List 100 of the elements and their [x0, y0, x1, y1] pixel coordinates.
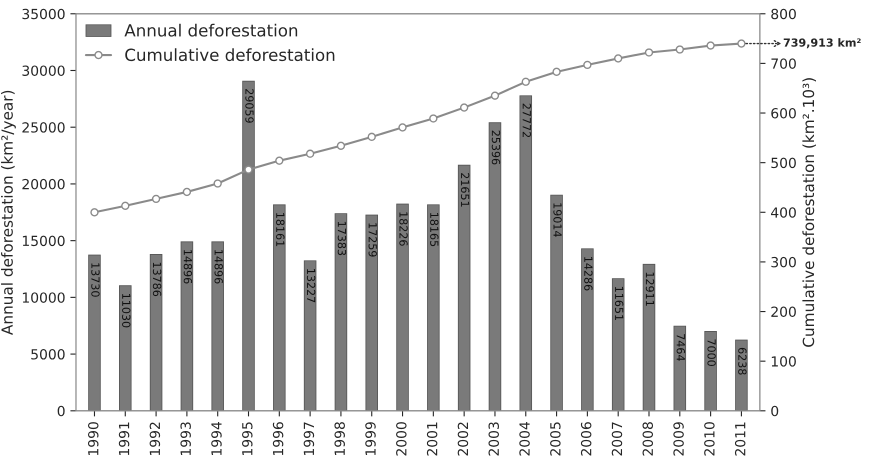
point [121, 202, 130, 210]
data-label: 11651 [614, 286, 624, 320]
bar [735, 340, 748, 411]
y-tick-label: 5000 [31, 349, 65, 360]
data-label: 13730 [91, 263, 100, 297]
point [182, 188, 192, 196]
x-tick-label: 1997 [304, 422, 314, 456]
bar [581, 248, 594, 411]
y-axis-title: Annual deforestation (km²/year) [1, 90, 16, 335]
x-tick-label: 1996 [272, 422, 284, 456]
data-label: 11030 [122, 294, 130, 328]
x-tick-label: 2002 [458, 422, 468, 456]
y-tick-label: 15000 [22, 236, 65, 246]
data-label: 13227 [306, 269, 316, 302]
bar [150, 254, 162, 411]
data-label: 18161 [276, 213, 284, 246]
bar [427, 204, 440, 411]
y2-tick-label: 600 [771, 108, 796, 119]
x-tick-label: 1995 [242, 422, 253, 456]
bar [88, 254, 101, 411]
point [398, 123, 407, 132]
bar [396, 204, 409, 411]
bar [674, 326, 686, 411]
point [583, 60, 592, 70]
x-tick-label: 2007 [612, 422, 622, 456]
x-tick-label: 1993 [180, 422, 191, 456]
bar [273, 204, 286, 411]
bar [488, 122, 502, 411]
legend-label: Cumulative deforestation [125, 48, 334, 62]
data-label: 7000 [707, 339, 716, 366]
data-label: 6238 [738, 348, 747, 375]
bar [242, 80, 255, 411]
data-label: 29059 [245, 89, 254, 123]
bar [119, 285, 132, 411]
point [214, 179, 222, 188]
y-tick-label: 35000 [22, 8, 65, 20]
data-label: 12911 [646, 272, 654, 306]
y2-tick-label: 300 [771, 256, 796, 268]
y2-tick-label: 100 [772, 356, 796, 367]
point [644, 48, 654, 57]
x-tick-label: 2005 [550, 422, 561, 456]
bar [458, 164, 470, 411]
point [244, 165, 253, 174]
data-label: 14286 [584, 257, 593, 290]
point [152, 194, 160, 204]
text: 739,913 km² [784, 38, 861, 48]
x-tick-label: 2010 [704, 422, 715, 456]
bar [334, 213, 348, 411]
x-tick-label: 1990 [88, 422, 99, 456]
y2-axis-title: Cumulative deforestation (km².10³) [802, 78, 816, 347]
data-label: 17383 [338, 222, 346, 256]
point [522, 78, 530, 86]
y-tick-label: 10000 [22, 292, 65, 303]
x-tick-label: 1999 [365, 422, 376, 456]
bar [211, 241, 224, 411]
data-label: 7464 [676, 334, 685, 361]
y-tick-label: 0 [58, 406, 65, 416]
y2-tick-label: 800 [771, 8, 796, 20]
point [706, 41, 715, 50]
data-label: 18165 [430, 213, 439, 246]
point [676, 45, 684, 54]
bar [365, 214, 378, 411]
point [552, 68, 561, 76]
y-tick-label: 30000 [22, 65, 65, 76]
data-label: 14896 [184, 250, 192, 284]
bar [612, 278, 624, 411]
data-label: 21651 [460, 173, 470, 207]
data-label: 14896 [214, 250, 223, 284]
y-tick-label: 25000 [22, 122, 65, 133]
point [368, 132, 376, 142]
x-tick-label: 1998 [334, 422, 345, 456]
bar [642, 264, 656, 411]
point [614, 54, 622, 63]
data-label: 19014 [553, 203, 562, 237]
data-label: 17259 [368, 223, 377, 257]
data-label: 13786 [152, 262, 162, 296]
x-tick-label: 1994 [211, 422, 222, 456]
data-label: 27772 [522, 104, 531, 138]
y2-tick-label: 700 [771, 58, 796, 69]
x-tick-label: 2000 [396, 422, 407, 456]
bar [704, 330, 717, 411]
point [737, 39, 746, 48]
x-tick-label: 2009 [673, 422, 684, 456]
y2-tick-label: 500 [771, 158, 796, 168]
bar [550, 194, 563, 411]
x-tick-label: 1991 [118, 422, 130, 456]
x-tick-label: 1992 [150, 422, 160, 456]
point [90, 208, 99, 216]
point [490, 91, 500, 100]
x-tick-label: 2001 [426, 422, 438, 456]
x-tick-label: 2008 [642, 422, 654, 456]
point [460, 103, 468, 112]
x-tick-label: 2004 [519, 422, 530, 456]
x-tick-label: 2003 [488, 422, 499, 456]
point [275, 156, 284, 165]
x-tick-label: 2011 [734, 422, 746, 456]
legend-label: Annual deforestation [124, 24, 298, 37]
data-label: 25396 [492, 130, 500, 164]
point [429, 114, 438, 123]
y-tick-label: 20000 [22, 178, 65, 190]
